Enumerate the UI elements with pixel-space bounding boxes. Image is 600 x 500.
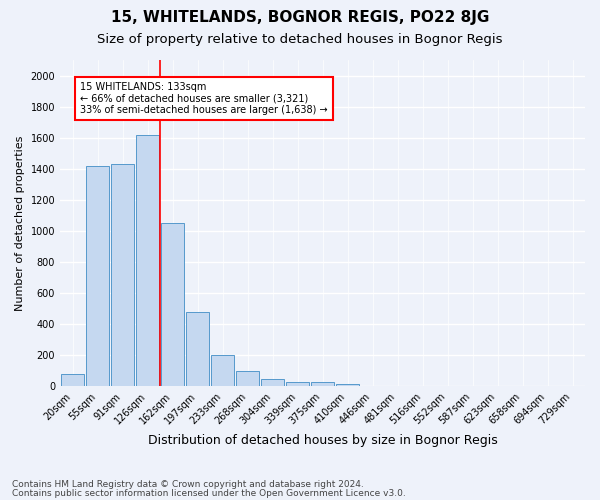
Text: Size of property relative to detached houses in Bognor Regis: Size of property relative to detached ho… <box>97 32 503 46</box>
Text: 15 WHITELANDS: 133sqm
← 66% of detached houses are smaller (3,321)
33% of semi-d: 15 WHITELANDS: 133sqm ← 66% of detached … <box>80 82 328 115</box>
Bar <box>236 371 259 386</box>
Text: Contains HM Land Registry data © Crown copyright and database right 2024.: Contains HM Land Registry data © Crown c… <box>12 480 364 489</box>
Bar <box>136 134 160 386</box>
Bar <box>61 374 85 386</box>
Bar <box>286 382 310 386</box>
Bar <box>161 223 184 386</box>
Bar <box>260 380 284 386</box>
Bar <box>110 164 134 386</box>
Bar <box>211 355 235 386</box>
Text: 15, WHITELANDS, BOGNOR REGIS, PO22 8JG: 15, WHITELANDS, BOGNOR REGIS, PO22 8JG <box>111 10 489 25</box>
Bar <box>335 384 359 386</box>
Bar <box>311 382 334 386</box>
Y-axis label: Number of detached properties: Number of detached properties <box>15 136 25 311</box>
Bar <box>86 166 109 386</box>
Bar <box>185 312 209 386</box>
Text: Contains public sector information licensed under the Open Government Licence v3: Contains public sector information licen… <box>12 488 406 498</box>
X-axis label: Distribution of detached houses by size in Bognor Regis: Distribution of detached houses by size … <box>148 434 497 448</box>
